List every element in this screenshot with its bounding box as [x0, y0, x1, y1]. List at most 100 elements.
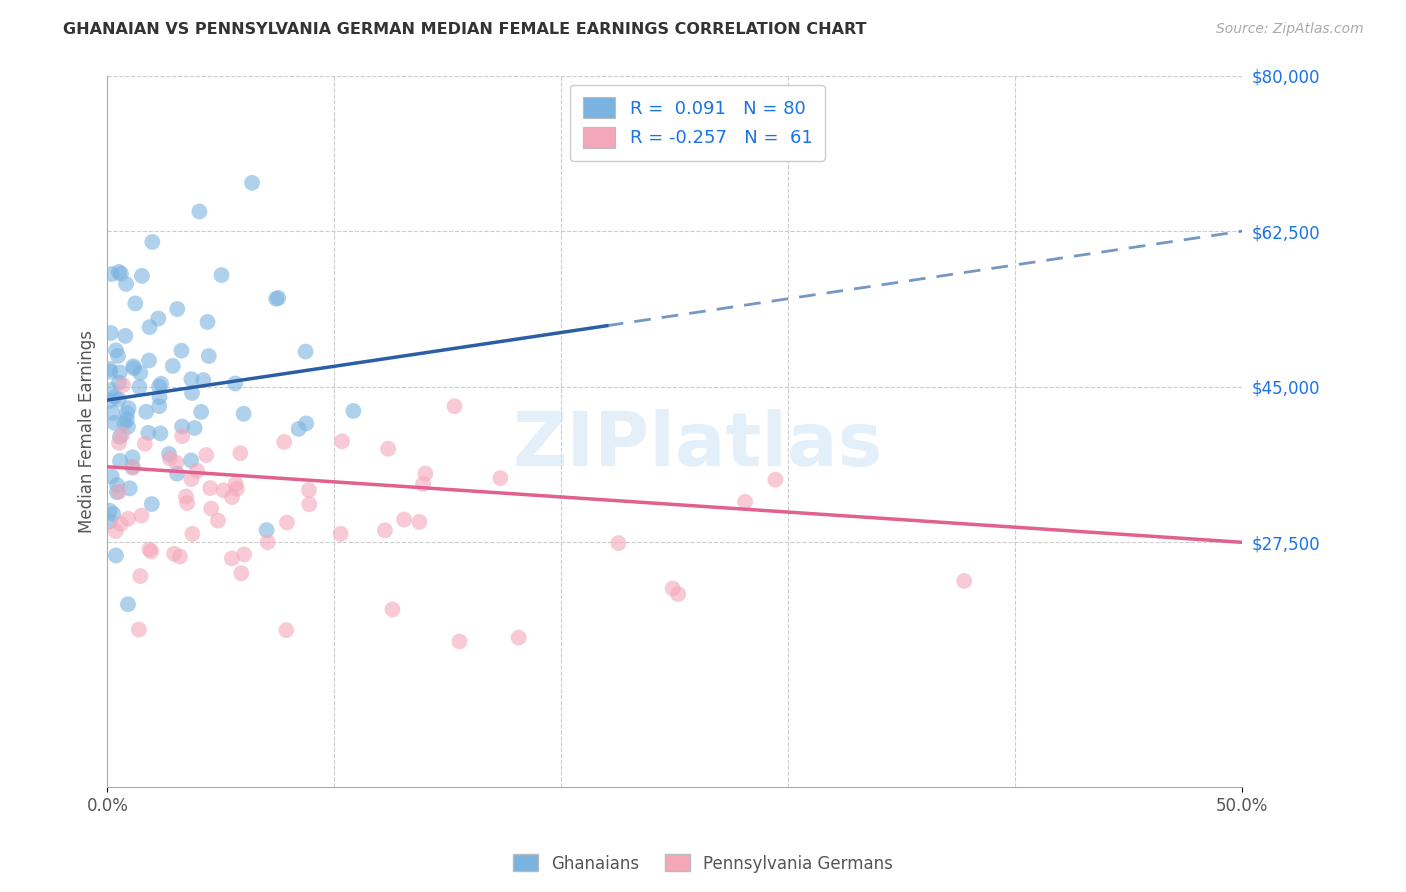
Point	[117, 401, 139, 416]
Point	[661, 582, 683, 596]
Legend: R =  0.091   N = 80, R = -0.257   N =  61: R = 0.091 N = 80, R = -0.257 N = 61	[569, 85, 825, 161]
Point	[374, 523, 396, 537]
Point	[734, 495, 756, 509]
Point	[104, 549, 127, 563]
Point	[128, 380, 150, 394]
Point	[122, 460, 145, 475]
Point	[108, 435, 131, 450]
Point	[190, 405, 212, 419]
Point	[166, 467, 188, 481]
Point	[129, 366, 152, 380]
Point	[110, 267, 132, 281]
Point	[443, 399, 465, 413]
Text: GHANAIAN VS PENNSYLVANIA GERMAN MEDIAN FEMALE EARNINGS CORRELATION CHART: GHANAIAN VS PENNSYLVANIA GERMAN MEDIAN F…	[63, 22, 866, 37]
Point	[765, 473, 787, 487]
Point	[256, 535, 278, 549]
Point	[124, 296, 146, 310]
Point	[108, 484, 131, 499]
Point	[953, 574, 976, 588]
Point	[287, 422, 309, 436]
Point	[188, 204, 211, 219]
Point	[415, 467, 437, 481]
Point	[117, 597, 139, 611]
Point	[105, 485, 128, 500]
Point	[107, 349, 129, 363]
Point	[329, 526, 352, 541]
Text: ZIPlatlas: ZIPlatlas	[512, 409, 883, 482]
Point	[273, 434, 295, 449]
Point	[180, 472, 202, 486]
Point	[197, 349, 219, 363]
Point	[131, 268, 153, 283]
Point	[193, 373, 215, 387]
Point	[412, 477, 434, 491]
Point	[489, 471, 512, 485]
Point	[98, 503, 121, 517]
Point	[122, 361, 145, 376]
Point	[100, 267, 122, 281]
Point	[114, 329, 136, 343]
Point	[165, 456, 187, 470]
Point	[225, 477, 247, 491]
Point	[607, 536, 630, 550]
Point	[224, 376, 246, 391]
Point	[172, 419, 194, 434]
Point	[104, 524, 127, 538]
Point	[115, 406, 138, 420]
Point	[98, 393, 121, 408]
Point	[110, 516, 132, 531]
Point	[162, 359, 184, 373]
Point	[377, 442, 399, 456]
Point	[108, 366, 131, 380]
Point	[108, 376, 131, 390]
Point	[233, 548, 256, 562]
Point	[240, 176, 263, 190]
Point	[104, 390, 127, 404]
Point	[148, 399, 170, 413]
Point	[449, 634, 471, 648]
Point	[100, 383, 122, 397]
Point	[117, 419, 139, 434]
Point	[163, 547, 186, 561]
Point	[381, 602, 404, 616]
Point	[256, 523, 278, 537]
Point	[186, 464, 208, 478]
Point	[148, 311, 170, 326]
Point	[131, 508, 153, 523]
Point	[134, 436, 156, 450]
Point	[149, 426, 172, 441]
Point	[98, 362, 121, 376]
Point	[229, 446, 252, 460]
Legend: Ghanaians, Pennsylvania Germans: Ghanaians, Pennsylvania Germans	[506, 847, 900, 880]
Point	[170, 343, 193, 358]
Point	[180, 453, 202, 467]
Point	[122, 359, 145, 374]
Point	[103, 507, 125, 521]
Point	[138, 320, 160, 334]
Point	[111, 427, 134, 442]
Point	[298, 497, 321, 511]
Point	[200, 501, 222, 516]
Point	[180, 372, 202, 386]
Point	[103, 416, 125, 430]
Point	[115, 277, 138, 291]
Point	[105, 343, 128, 358]
Point	[221, 551, 243, 566]
Point	[212, 483, 235, 498]
Point	[108, 265, 131, 279]
Point	[128, 623, 150, 637]
Point	[231, 566, 253, 581]
Point	[166, 301, 188, 316]
Point	[181, 386, 204, 401]
Point	[141, 497, 163, 511]
Point	[508, 631, 530, 645]
Point	[181, 526, 204, 541]
Point	[101, 406, 124, 420]
Point	[105, 478, 128, 492]
Point	[100, 326, 122, 340]
Point	[98, 365, 121, 379]
Point	[267, 291, 290, 305]
Point	[121, 460, 143, 475]
Point	[148, 390, 170, 404]
Point	[298, 483, 321, 497]
